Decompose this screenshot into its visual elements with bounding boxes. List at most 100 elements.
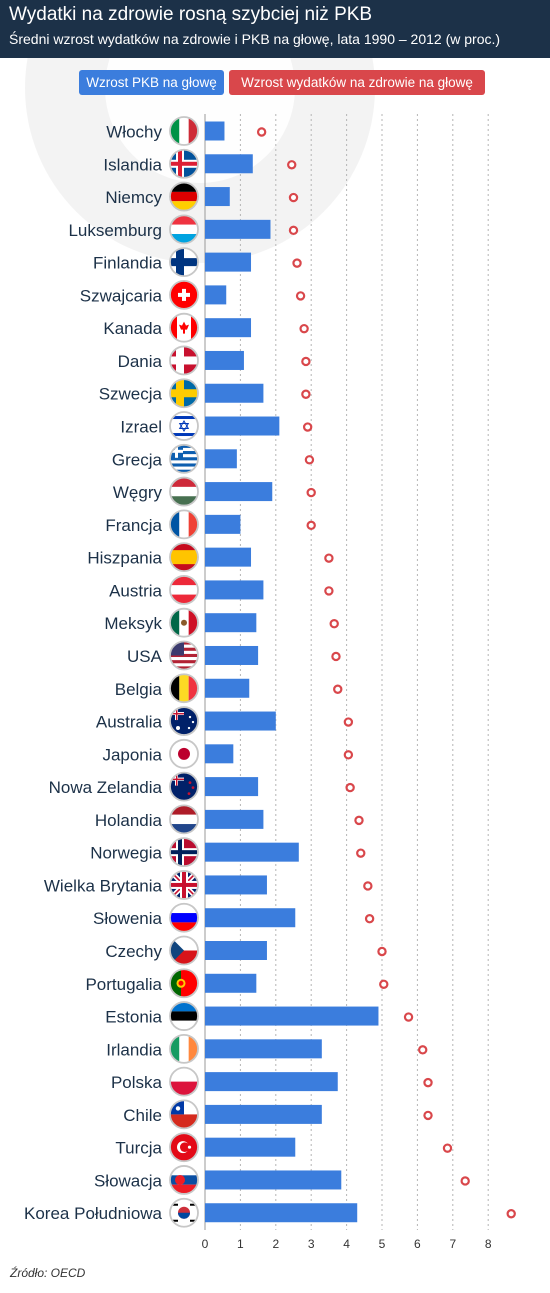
country-label: Luksemburg bbox=[68, 221, 162, 240]
country-label: Dania bbox=[118, 352, 163, 371]
chart-area: Wzrost PKB na głowę Wzrost wydatków na zd… bbox=[24, 58, 516, 1251]
gdp-bar bbox=[205, 252, 252, 272]
x-tick-label: 8 bbox=[485, 1237, 492, 1251]
gdp-bar bbox=[205, 809, 264, 829]
japan-flag-icon bbox=[169, 738, 199, 769]
health-spending-dot bbox=[343, 717, 354, 727]
x-tick-label: 3 bbox=[308, 1237, 315, 1251]
country-label: Finlandia bbox=[93, 254, 163, 273]
health-spending-dot bbox=[304, 455, 315, 465]
health-spending-dot bbox=[379, 979, 389, 989]
health-spending-dot bbox=[354, 815, 364, 826]
spain-flag-icon bbox=[169, 542, 199, 573]
israel-flag-icon bbox=[169, 411, 199, 441]
health-spending-dot bbox=[324, 553, 334, 563]
country-label: Chile bbox=[123, 1106, 162, 1125]
gdp-bar bbox=[205, 941, 267, 960]
x-tick-label: 7 bbox=[449, 1237, 456, 1251]
gdp-bar bbox=[205, 154, 253, 174]
country-label: Australia bbox=[96, 713, 163, 732]
health-spending-dot bbox=[423, 1110, 433, 1121]
gdp-bar bbox=[205, 1137, 296, 1157]
gdp-bar bbox=[205, 449, 237, 469]
x-tick-label: 4 bbox=[343, 1237, 350, 1251]
country-label: Włochy bbox=[106, 123, 162, 142]
gdp-bar bbox=[205, 285, 227, 305]
chart-title: Wydatki na zdrowie rosną szybciej niż PK… bbox=[9, 4, 373, 25]
gdp-bar bbox=[205, 350, 244, 370]
gdp-bar bbox=[205, 514, 241, 534]
austria-flag-icon bbox=[169, 575, 199, 605]
gdp-bar bbox=[205, 121, 225, 141]
gdp-bar bbox=[205, 383, 264, 403]
netherlands-flag-icon bbox=[169, 804, 199, 835]
czechia-flag-icon bbox=[169, 935, 199, 966]
gdp-bar bbox=[205, 777, 259, 797]
health-spending-dot bbox=[333, 684, 343, 694]
health-spending-dot bbox=[306, 520, 316, 531]
country-label: USA bbox=[127, 647, 163, 666]
sweden-flag-icon bbox=[169, 378, 199, 409]
switzerland-flag-icon bbox=[169, 279, 199, 310]
gdp-bar bbox=[205, 580, 264, 600]
gdp-bar bbox=[205, 1006, 379, 1026]
health-spending-dot bbox=[331, 651, 341, 662]
usa-flag-icon bbox=[169, 640, 199, 671]
x-tick-label: 5 bbox=[379, 1237, 386, 1251]
country-label: Portugalia bbox=[85, 975, 162, 994]
health-spending-dot bbox=[343, 750, 354, 760]
gdp-bar bbox=[205, 645, 259, 665]
country-label: Słowenia bbox=[93, 909, 163, 928]
australia-flag-icon bbox=[169, 706, 199, 736]
gdp-bar bbox=[205, 842, 299, 862]
gdp-bar bbox=[205, 1203, 358, 1223]
health-spending-dot bbox=[423, 1077, 433, 1088]
country-label: Belgia bbox=[115, 680, 163, 699]
chart-subtitle: Średni wzrost wydatków na zdrowie i PKB … bbox=[9, 31, 501, 47]
gdp-bar bbox=[205, 1039, 322, 1059]
legend-label-dot: Wzrost wydatków na zdrowie na głowę bbox=[241, 75, 473, 90]
gdp-bar bbox=[205, 219, 271, 239]
poland-flag-icon bbox=[169, 1066, 199, 1097]
country-label: Turcja bbox=[115, 1139, 162, 1158]
gdp-bar bbox=[205, 416, 280, 436]
health-spending-dot bbox=[377, 946, 387, 957]
gdp-bar bbox=[205, 1170, 342, 1190]
health-spending-dot bbox=[288, 225, 299, 236]
finland-flag-icon bbox=[169, 247, 199, 278]
norway-flag-icon bbox=[169, 837, 199, 868]
chile-flag-icon bbox=[169, 1099, 199, 1130]
country-label: Polska bbox=[111, 1073, 163, 1092]
country-label: Estonia bbox=[105, 1008, 162, 1027]
health-spending-dot bbox=[292, 258, 302, 268]
legend-label-bar: Wzrost PKB na głowę bbox=[86, 75, 217, 90]
iceland-flag-icon bbox=[169, 148, 199, 179]
gdp-bar bbox=[205, 908, 296, 928]
country-label: Japonia bbox=[102, 745, 162, 764]
country-label: Norwegia bbox=[90, 844, 162, 863]
gdp-bar bbox=[205, 973, 257, 993]
health-spending-dot bbox=[460, 1176, 470, 1186]
gdp-bar bbox=[205, 1072, 338, 1092]
country-label: Irlandia bbox=[106, 1040, 162, 1059]
gdp-bar bbox=[205, 744, 234, 764]
x-tick-label: 1 bbox=[237, 1237, 244, 1251]
gdp-bar bbox=[205, 318, 252, 338]
country-label: Hiszpania bbox=[87, 549, 162, 568]
greece-flag-icon bbox=[169, 443, 199, 474]
gdp-bar bbox=[205, 875, 267, 895]
health-spending-dot bbox=[356, 848, 366, 858]
health-spending-dot bbox=[364, 914, 375, 924]
gdp-bar bbox=[205, 711, 276, 731]
source-note: Źródło: OECD bbox=[10, 1266, 86, 1280]
portugal-flag-icon bbox=[169, 968, 199, 999]
health-spending-dot bbox=[301, 389, 311, 399]
mexico-flag-icon bbox=[169, 607, 199, 638]
legend-item-bar bbox=[79, 70, 224, 95]
health-spending-dot bbox=[418, 1045, 428, 1055]
country-label: Holandia bbox=[95, 811, 163, 830]
health-spending-dot bbox=[287, 160, 297, 170]
gdp-bar bbox=[205, 547, 252, 567]
health-spending-dot bbox=[302, 422, 313, 432]
